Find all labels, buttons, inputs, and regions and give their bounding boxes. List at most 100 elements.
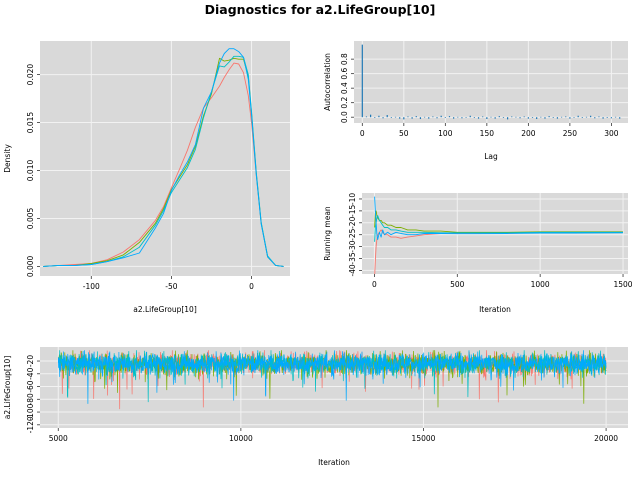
acf-background [354, 41, 628, 123]
running_mean-y-tick-label: -25 [348, 228, 357, 240]
acf-bar [486, 117, 488, 120]
acf-bar [477, 117, 480, 119]
acf-plot-area [361, 44, 621, 120]
acf-bar [461, 117, 463, 119]
acf-bar [556, 117, 559, 119]
acf-bar [440, 115, 442, 118]
acf-bar [569, 117, 571, 119]
running_mean-y-axis-label: Running mean [323, 206, 332, 261]
density-plot-area [43, 48, 284, 267]
trace-x-tick-label: 5000 [49, 434, 68, 443]
running_mean-panel: 0 500 1000 1500 -40-35-30-25-20-15-10 Iterati… [323, 193, 633, 314]
acf-bar [361, 44, 363, 118]
trace-panel: 5000 10000 15000 20000 -120-100-80-60-40-20 I… [3, 347, 628, 467]
running_mean-y-tick-label: -10 [348, 193, 357, 205]
trace-y-tick-label: -40 [26, 367, 35, 379]
acf-bar [469, 115, 471, 118]
running_mean-y-tick-label: -20 [348, 216, 357, 228]
density-y-tick-label: 0.020 [26, 64, 35, 86]
density-panel: -100 -50 0 0.000 0.005 0.010 0.015 0.020 a2.Life… [3, 41, 290, 314]
acf-bar [382, 117, 384, 119]
acf-bar [436, 117, 438, 119]
acf-bar [523, 116, 525, 118]
acf-bar [519, 117, 521, 119]
trace-y-axis-label: a2.LifeGroup[10] [3, 356, 12, 420]
acf-bar [473, 117, 475, 118]
acf-bar [573, 117, 575, 118]
acf-bar [536, 117, 538, 120]
acf-bar [490, 116, 492, 118]
density-x-tick-label: 0 [249, 282, 254, 291]
trace-plot-area [57, 350, 607, 410]
acf-y-tick-label: 0.6 [340, 67, 349, 79]
acf-bar [428, 117, 430, 119]
running_mean-plot-area [374, 196, 624, 274]
acf-bar [419, 117, 422, 120]
density-background [40, 41, 290, 276]
acf-bar [527, 117, 529, 119]
acf-bar [453, 117, 455, 119]
running_mean-x-tick-label: 0 [372, 280, 377, 289]
acf-bar [399, 117, 401, 119]
running_mean-x-tick-label: 500 [450, 280, 465, 289]
acf-bar [494, 117, 496, 119]
density-y-tick-label: 0.010 [26, 160, 35, 182]
acf-bar [370, 114, 372, 118]
trace-x-tick-label: 15000 [412, 434, 436, 443]
acf-bar [602, 117, 604, 119]
acf-bar [544, 117, 546, 119]
density-x-tick-label: -100 [83, 282, 100, 291]
acf-bar [394, 116, 397, 118]
acf-x-tick-label: 150 [480, 129, 495, 138]
density-y-tick-label: 0.015 [26, 112, 35, 134]
trace-y-tick-label: -80 [26, 393, 35, 405]
acf-y-tick-label: 0.0 [340, 111, 349, 123]
acf-bar [560, 116, 563, 118]
acf-bar [590, 115, 592, 118]
running_mean-series-line-3 [374, 215, 623, 242]
acf-bar [407, 116, 409, 118]
acf-panel: 0 50 100 150 200 250 300 0.0 0.2 0.4 0.6 0.8 Lag Auto… [323, 41, 628, 161]
trace-x-tick-label: 20000 [594, 434, 618, 443]
trace-series-line-4 [57, 350, 607, 404]
running_mean-x-axis-label: Iteration [479, 305, 511, 314]
running_mean-x-tick-label: 1500 [613, 280, 632, 289]
acf-bar [540, 116, 542, 118]
running_mean-y-tick-label: -30 [348, 240, 357, 252]
acf-bar [374, 117, 376, 118]
trace-x-tick-label: 10000 [229, 434, 253, 443]
acf-bar [511, 116, 513, 118]
acf-bar [606, 117, 608, 118]
trace-y-tick-label: -60 [26, 380, 35, 392]
acf-bar [378, 115, 380, 118]
acf-bar [444, 117, 446, 118]
acf-bar [515, 116, 517, 118]
acf-y-tick-label: 0.4 [340, 82, 349, 94]
acf-bar [482, 116, 484, 118]
acf-bar [498, 116, 500, 118]
acf-bar [594, 117, 596, 119]
running_mean-y-tick-label: -15 [348, 205, 357, 217]
acf-bar [423, 116, 426, 118]
acf-bar [565, 116, 567, 118]
running_mean-series-line-4 [374, 196, 624, 240]
acf-x-tick-label: 250 [563, 129, 578, 138]
density-x-tick-label: -50 [165, 282, 177, 291]
density-x-axis-label: a2.LifeGroup[10] [133, 305, 197, 314]
density-series-line-4 [43, 48, 284, 267]
running_mean-x-tick-label: 1000 [531, 280, 550, 289]
acf-x-tick-label: 200 [521, 129, 536, 138]
density-y-tick-label: 0.000 [26, 255, 35, 277]
acf-bar [548, 116, 550, 118]
acf-bar [432, 116, 434, 118]
acf-bar [415, 116, 417, 118]
acf-bar [598, 116, 600, 118]
acf-bar [610, 117, 612, 119]
acf-y-axis-label: Autocorrelation [323, 53, 332, 111]
acf-x-axis-label: Lag [484, 152, 498, 161]
trace-x-axis-label: Iteration [318, 458, 350, 467]
acf-bar [531, 117, 534, 118]
acf-x-tick-label: 50 [399, 129, 409, 138]
acf-y-tick-label: 0.8 [340, 53, 349, 65]
